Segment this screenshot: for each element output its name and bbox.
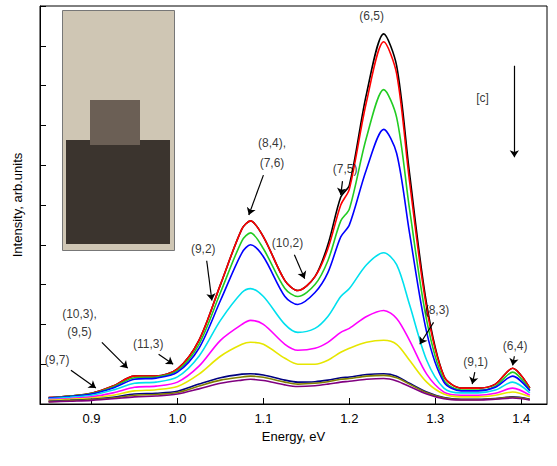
svg-text:1.0: 1.0 [168, 411, 186, 426]
svg-text:Energy, eV: Energy, eV [262, 429, 326, 444]
svg-text:(9,2): (9,2) [191, 242, 216, 256]
svg-text:(11,3): (11,3) [133, 337, 163, 351]
svg-text:(7,5): (7,5) [333, 162, 358, 176]
svg-text:(10,2): (10,2) [272, 236, 303, 250]
svg-text:0.9: 0.9 [83, 411, 101, 426]
svg-text:(10,3),: (10,3), [62, 307, 97, 321]
svg-text:1.1: 1.1 [254, 411, 272, 426]
svg-text:(7,6): (7,6) [260, 156, 285, 170]
svg-text:(8,4),: (8,4), [258, 136, 286, 150]
svg-text:Intensity, arb.units: Intensity, arb.units [10, 152, 25, 257]
svg-text:(6,5): (6,5) [359, 9, 384, 23]
svg-text:[c]: [c] [476, 91, 489, 105]
svg-text:(9,1): (9,1) [463, 355, 488, 369]
svg-text:1.4: 1.4 [512, 411, 530, 426]
svg-text:(9,7): (9,7) [45, 353, 70, 367]
svg-text:(8,3): (8,3) [425, 303, 450, 317]
svg-text:(9,5): (9,5) [67, 325, 92, 339]
svg-text:1.2: 1.2 [340, 411, 358, 426]
svg-text:(6,4): (6,4) [503, 339, 528, 353]
svg-text:1.3: 1.3 [426, 411, 444, 426]
